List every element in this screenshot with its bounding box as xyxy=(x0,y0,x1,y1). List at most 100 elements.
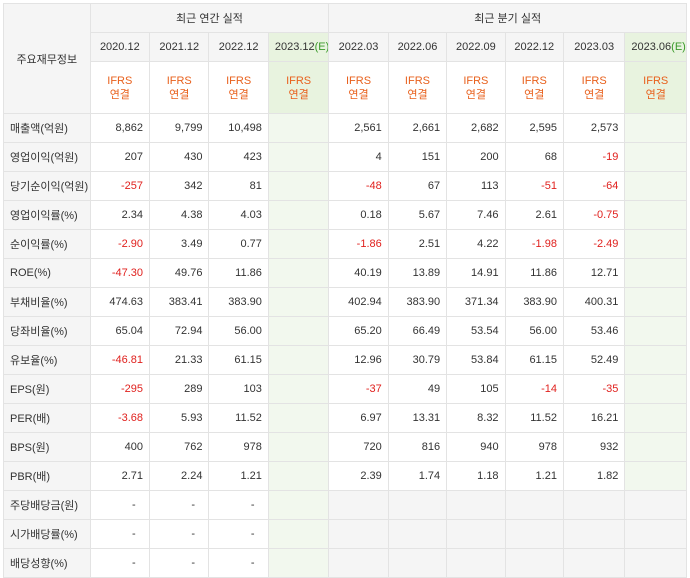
table-cell xyxy=(624,258,687,288)
table-cell xyxy=(267,548,330,578)
table-row: EPS(원) -295 289 103 -37 49 105 -14 -35 xyxy=(3,374,687,404)
table-cell: 11.52 xyxy=(208,403,269,433)
table-cell xyxy=(624,432,687,462)
period-header: 2022.12 xyxy=(504,32,564,62)
table-cell: 40.19 xyxy=(328,258,389,288)
table-cell: -51 xyxy=(504,171,564,201)
table-cell: 65.20 xyxy=(328,316,389,346)
row-label: 배당성향(%) xyxy=(3,548,91,578)
table-cell: 65.04 xyxy=(89,316,151,346)
table-cell: 2,595 xyxy=(504,113,564,143)
ifrs-consolidated-label: IFRS 연결 xyxy=(387,61,448,114)
table-cell: 383.90 xyxy=(208,287,269,317)
table-cell xyxy=(328,548,389,578)
table-cell: 383.90 xyxy=(504,287,564,317)
period-header: 2022.12 xyxy=(208,32,269,62)
period-label: 2023.06 xyxy=(631,41,672,53)
table-cell: - xyxy=(208,519,269,549)
table-cell: 7.46 xyxy=(446,200,506,230)
quarterly-group-header: 최근 분기 실적 xyxy=(328,3,687,33)
table-cell: 53.84 xyxy=(446,345,506,375)
table-row: 배당성향(%) - - - xyxy=(3,548,687,578)
table-row: BPS(원) 400 762 978 720 816 940 978 932 xyxy=(3,432,687,462)
row-label: 유보율(%) xyxy=(3,345,91,375)
table-cell: 2,573 xyxy=(562,113,626,143)
period-header: 2023.06(E) xyxy=(624,32,687,62)
period-header: 2022.03 xyxy=(328,32,389,62)
consolidated-text: 연결 xyxy=(584,88,605,101)
table-cell: 2.71 xyxy=(89,461,151,491)
row-label: 주당배당금(원) xyxy=(3,490,91,520)
row-label: 영업이익률(%) xyxy=(3,200,91,230)
table-cell: 67 xyxy=(387,171,448,201)
ifrs-text: IFRS xyxy=(404,74,430,87)
ifrs-consolidated-label: IFRS 연결 xyxy=(328,61,389,114)
table-cell: 289 xyxy=(149,374,210,404)
table-cell xyxy=(446,548,506,578)
row-label: 매출액(억원) xyxy=(3,113,91,143)
table-cell: - xyxy=(149,548,210,578)
table-cell: 53.46 xyxy=(562,316,626,346)
table-cell xyxy=(624,113,687,143)
corner-label: 주요재무정보 xyxy=(3,3,91,114)
table-cell: -37 xyxy=(328,374,389,404)
table-cell xyxy=(624,287,687,317)
table-cell: 1.21 xyxy=(504,461,564,491)
table-cell: 0.77 xyxy=(208,229,269,259)
table-cell: -295 xyxy=(89,374,151,404)
table-cell xyxy=(387,519,448,549)
table-cell xyxy=(624,345,687,375)
table-cell: -2.90 xyxy=(89,229,151,259)
table-cell: -14 xyxy=(504,374,564,404)
table-cell: 105 xyxy=(446,374,506,404)
ifrs-text: IFRS xyxy=(226,74,252,87)
table-cell xyxy=(624,171,687,201)
table-cell: 113 xyxy=(446,171,506,201)
table-cell: 61.15 xyxy=(208,345,269,375)
table-cell xyxy=(387,490,448,520)
table-cell: 12.71 xyxy=(562,258,626,288)
table-row: 순이익률(%) -2.90 3.49 0.77 -1.86 2.51 4.22 -1.98 -2… xyxy=(3,229,687,259)
row-label: 당기순이익(억원) xyxy=(3,171,91,201)
table-cell: 400 xyxy=(89,432,151,462)
table-cell xyxy=(624,374,687,404)
table-cell xyxy=(267,403,330,433)
table-cell xyxy=(562,548,626,578)
ifrs-consolidated-label: IFRS 연결 xyxy=(624,61,687,114)
table-cell: 21.33 xyxy=(149,345,210,375)
table-cell xyxy=(267,287,330,317)
table-cell: -47.30 xyxy=(89,258,151,288)
period-header: 2020.12 xyxy=(89,32,151,62)
table-cell: 978 xyxy=(208,432,269,462)
period-label: 2021.12 xyxy=(159,41,200,53)
table-cell: - xyxy=(89,548,151,578)
table-cell xyxy=(267,490,330,520)
table-cell: 2.34 xyxy=(89,200,151,230)
table-cell: 6.97 xyxy=(328,403,389,433)
table-cell: 720 xyxy=(328,432,389,462)
row-label: ROE(%) xyxy=(3,258,91,288)
period-label: 2023.03 xyxy=(574,41,615,53)
table-cell xyxy=(387,548,448,578)
period-label: 2023.12 xyxy=(274,41,315,53)
table-cell: 2,682 xyxy=(446,113,506,143)
row-label: PER(배) xyxy=(3,403,91,433)
row-label: 영업이익(억원) xyxy=(3,142,91,172)
table-cell: - xyxy=(89,519,151,549)
table-cell: 1.21 xyxy=(208,461,269,491)
table-cell xyxy=(446,490,506,520)
row-label: BPS(원) xyxy=(3,432,91,462)
table-cell: 13.89 xyxy=(387,258,448,288)
table-cell xyxy=(562,490,626,520)
consolidated-text: 연결 xyxy=(645,88,666,101)
table-cell: 474.63 xyxy=(89,287,151,317)
table-cell: 16.21 xyxy=(562,403,626,433)
table-cell: 2.24 xyxy=(149,461,210,491)
table-cell xyxy=(267,461,330,491)
consolidated-text: 연결 xyxy=(228,88,249,101)
table-cell: 383.41 xyxy=(149,287,210,317)
table-cell: 2.39 xyxy=(328,461,389,491)
table-cell: 56.00 xyxy=(504,316,564,346)
ifrs-text: IFRS xyxy=(107,74,133,87)
table-cell: 53.54 xyxy=(446,316,506,346)
